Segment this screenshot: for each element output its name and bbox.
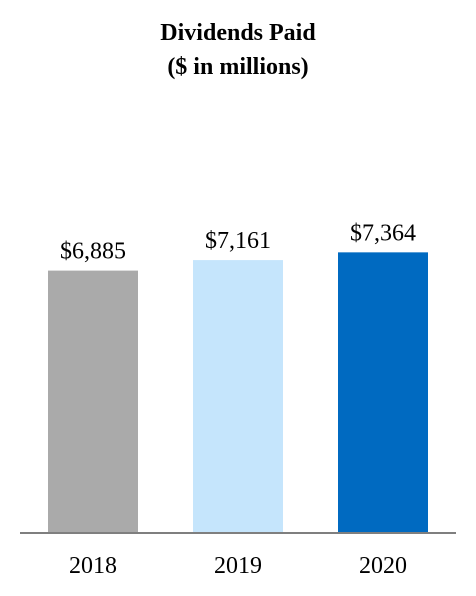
bar-2020 <box>338 252 428 533</box>
x-tick-label-2019: 2019 <box>214 553 262 579</box>
chart-subtitle: ($ in millions) <box>167 54 308 80</box>
x-tick-label-2018: 2018 <box>69 553 117 579</box>
bar-2019 <box>193 260 283 533</box>
bar-2018 <box>48 270 138 533</box>
value-label-2018: $6,885 <box>60 239 126 265</box>
x-tick-label-2020: 2020 <box>359 553 407 579</box>
value-label-2020: $7,364 <box>350 220 416 246</box>
bars-group: $6,885 2018 $7,161 2019 $7,364 2020 <box>48 220 428 579</box>
value-label-2019: $7,161 <box>205 228 271 254</box>
chart-title: Dividends Paid <box>160 20 316 46</box>
